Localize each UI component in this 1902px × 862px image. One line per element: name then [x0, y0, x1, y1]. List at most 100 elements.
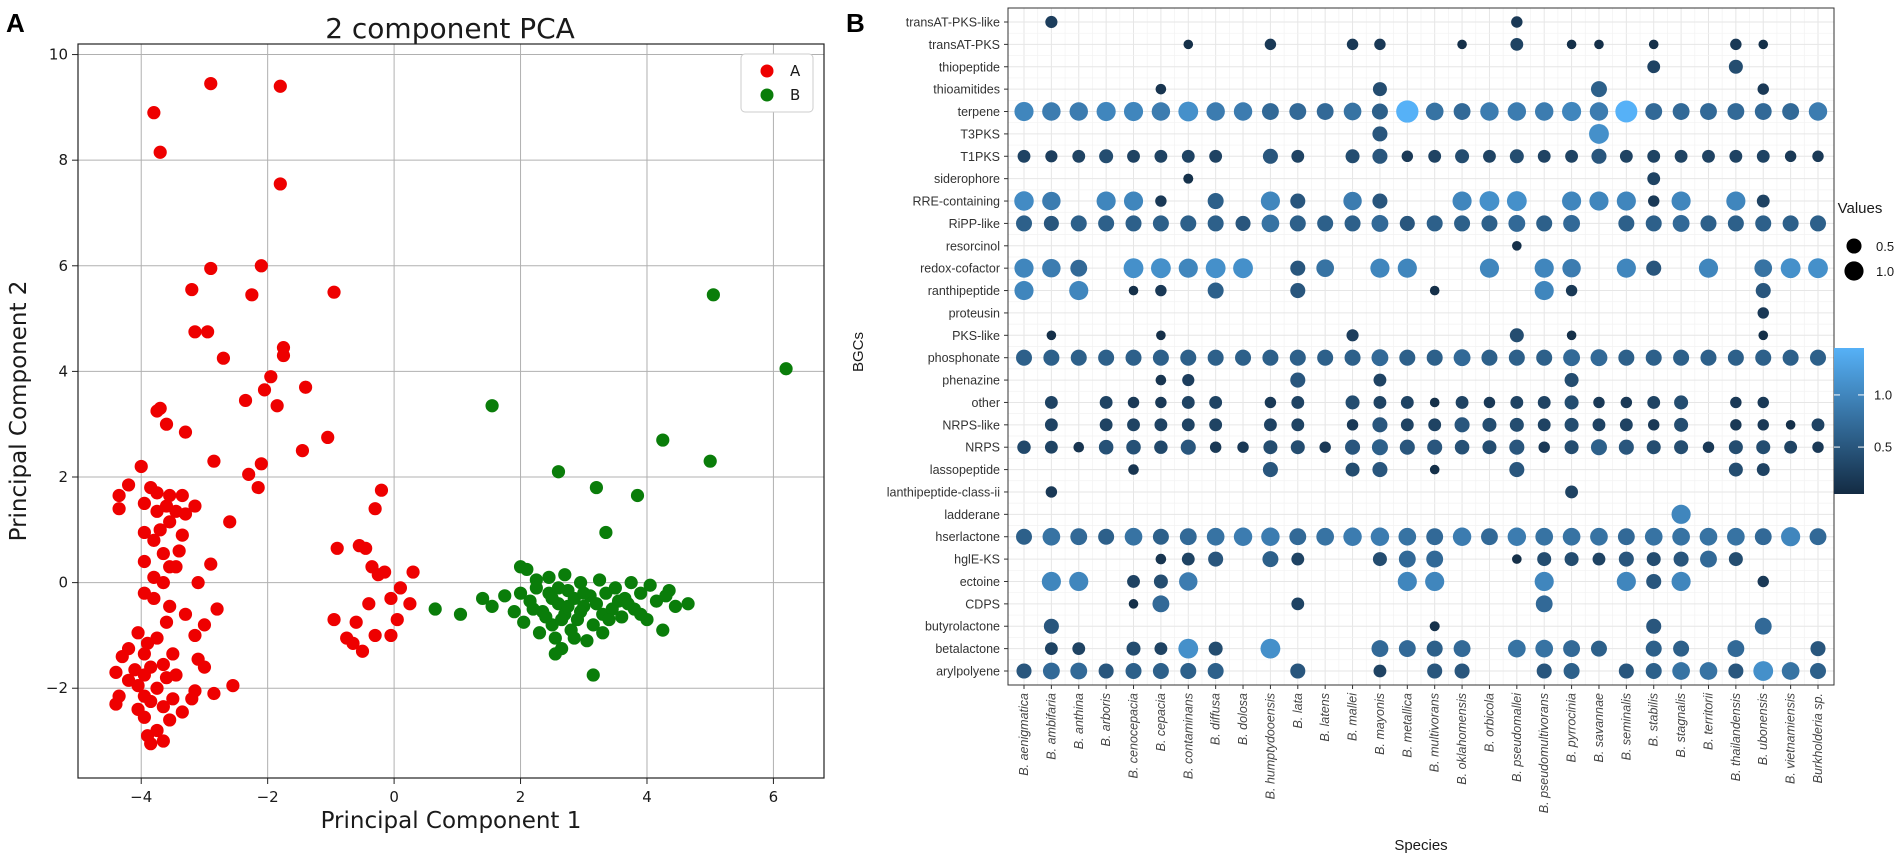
bgc-bubble — [1154, 440, 1168, 454]
bgc-bubble — [1125, 215, 1142, 232]
bgc-bubble — [1512, 554, 1522, 564]
bgc-bubble — [1698, 258, 1719, 278]
bgc-bubble — [1290, 440, 1305, 455]
bgc-bubble — [1098, 349, 1115, 366]
point-group-a — [254, 457, 268, 471]
pca-y-axis-label: Principal Component 2 — [6, 281, 32, 542]
bgc-bubble — [1429, 397, 1440, 408]
pca-legend: A B — [740, 53, 814, 113]
bgc-bubble — [1700, 349, 1717, 366]
bgc-bubble — [1263, 440, 1278, 455]
bgc-bubble — [1345, 395, 1360, 410]
point-group-a — [131, 626, 145, 640]
bgc-bubble — [1070, 349, 1087, 366]
bgc-label: RRE-containing — [912, 195, 1000, 209]
point-group-a — [254, 259, 268, 273]
bgc-bubble — [1562, 527, 1581, 546]
point-group-a — [276, 348, 291, 363]
bgc-bubble — [1372, 148, 1388, 164]
point-group-b — [561, 599, 575, 613]
species-label: B. cepacia — [1154, 693, 1168, 751]
color-legend: 1.0 0.5 — [1834, 348, 1892, 494]
bgc-label: resorcinol — [946, 239, 1000, 253]
species-label: B. arboris — [1099, 693, 1113, 747]
point-group-a — [251, 480, 265, 495]
pca-y-tick-label: 6 — [58, 257, 68, 275]
legend-label-b: B — [790, 86, 800, 104]
bgc-bubble — [1728, 59, 1743, 74]
bgc-bubble — [1646, 552, 1661, 567]
pca-x-ticks: −4 −2 0 2 4 6 — [130, 778, 778, 806]
bgc-bubble — [1045, 150, 1058, 163]
bgc-bubble — [1371, 349, 1389, 367]
point-group-a — [156, 734, 170, 748]
bgc-bubble — [1207, 662, 1224, 680]
bgc-bubble — [1069, 102, 1088, 121]
legend-marker-a — [760, 64, 774, 78]
bgc-bubble — [1782, 215, 1799, 232]
point-group-a — [185, 282, 199, 297]
bgc-bubble — [1127, 149, 1140, 163]
bgc-bubble — [1070, 215, 1087, 232]
bgc-bubble — [1155, 83, 1167, 95]
bgc-bubble — [1206, 102, 1225, 121]
bgc-bubble — [1070, 528, 1088, 546]
bgc-bubble — [1534, 571, 1554, 592]
bgc-bubble — [1564, 552, 1579, 567]
bgc-bubble — [1754, 617, 1772, 635]
pca-x-tick-label: 4 — [642, 788, 652, 806]
species-label: B. pseudomultivorans — [1537, 693, 1551, 813]
bgc-bubble — [1809, 215, 1827, 232]
bgc-bubble — [1372, 417, 1388, 433]
point-group-b — [551, 465, 566, 479]
bgc-bubble — [1345, 462, 1360, 477]
bgc-bubble — [1755, 215, 1772, 232]
point-group-a — [115, 649, 129, 664]
bgc-bubble — [1128, 599, 1139, 609]
bgc-bubble — [1044, 418, 1058, 432]
point-group-b — [485, 599, 499, 613]
bgc-bubble — [1069, 571, 1089, 592]
bgc-bubble — [1481, 215, 1498, 232]
bgc-bubble — [1233, 527, 1253, 546]
bgc-bubble — [1483, 396, 1496, 409]
panel-b-label: B — [846, 8, 865, 38]
bgc-bubble — [1373, 396, 1387, 409]
bgc-bubble — [1208, 641, 1223, 656]
point-group-a — [204, 557, 218, 571]
point-group-b — [608, 581, 622, 595]
bgc-bubble — [1727, 215, 1744, 232]
bgc-bubble — [1565, 485, 1579, 499]
point-group-b — [656, 433, 670, 447]
point-group-a — [201, 325, 215, 339]
bgc-bubble — [1672, 214, 1690, 232]
bgc-bubble — [1372, 193, 1388, 209]
bgc-bubble — [1512, 240, 1522, 251]
bgc-bubble — [1043, 349, 1060, 366]
bgc-bubble — [1015, 349, 1033, 366]
colorbar — [1834, 348, 1864, 494]
bgc-bubble — [1756, 149, 1770, 163]
pca-x-tick-label: −4 — [130, 788, 152, 806]
size-legend: Values 0.5 1.0 — [1838, 200, 1894, 281]
point-group-a — [330, 541, 344, 555]
bgc-bubble — [1290, 260, 1306, 276]
bgc-bubble — [1098, 663, 1114, 679]
bgc-bubble — [1510, 37, 1524, 51]
point-group-a — [112, 488, 126, 503]
pca-y-tick-label: 8 — [58, 151, 68, 169]
bgc-bubble — [1428, 418, 1442, 432]
bubble-plot-frame — [1007, 7, 1835, 686]
bgc-bubble — [1757, 307, 1769, 319]
bgc-bubble — [1261, 214, 1280, 233]
bubble-points — [1014, 15, 1828, 681]
bgc-bubble — [1181, 149, 1195, 163]
bgc-bubble — [1125, 662, 1142, 680]
point-group-b — [592, 573, 607, 587]
bubble-x-ticks: B. aenigmatica B. ambifaria B. anthina B. a… — [1017, 685, 1825, 813]
bgc-bubble — [1397, 571, 1417, 592]
species-label: B. orbicola — [1482, 693, 1496, 752]
bgc-bubble — [1319, 441, 1331, 453]
bgc-bubble — [1809, 349, 1827, 366]
bgc-bubble — [1644, 527, 1663, 546]
